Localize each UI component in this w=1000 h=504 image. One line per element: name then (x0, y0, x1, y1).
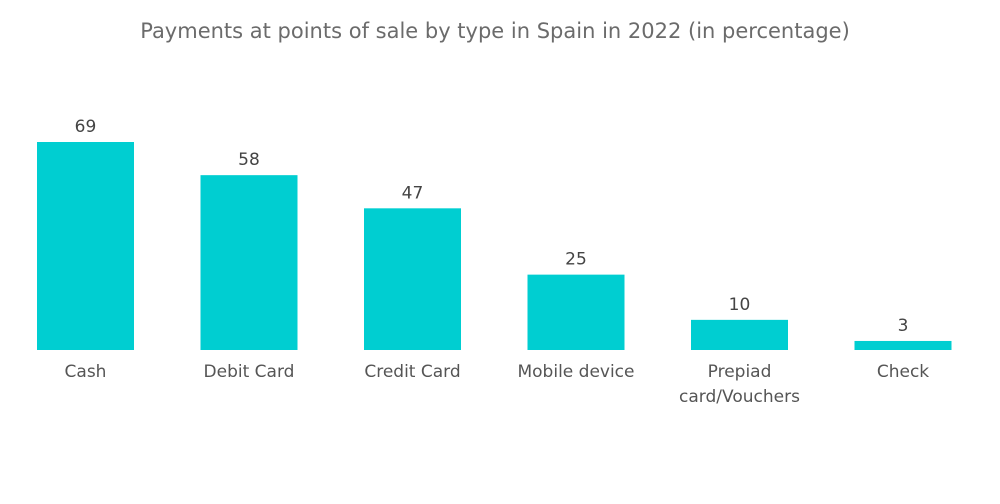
value-label: 47 (402, 183, 424, 203)
category-labels-group: Cash Debit Card Credit Card Mobile device Pr… (65, 362, 930, 407)
bar-prepiad-card-vouchers (691, 319, 788, 350)
category-label: Check (877, 362, 929, 382)
category-label-line: Prepiad (708, 362, 772, 382)
value-label: 58 (238, 150, 260, 170)
value-label: 10 (729, 295, 751, 315)
value-label: 69 (75, 117, 97, 137)
category-label: Mobile device (517, 362, 634, 382)
category-label: Credit Card (364, 362, 460, 382)
value-label: 3 (898, 316, 909, 336)
category-label-line: Mobile device (517, 362, 634, 382)
bars-group (37, 142, 952, 350)
category-label: Prepiad card/Vouchers (679, 362, 800, 407)
category-label-line: Cash (65, 362, 107, 382)
bar-mobile-device (527, 274, 625, 350)
category-label-line: Check (877, 362, 929, 382)
category-label-line: Credit Card (364, 362, 460, 382)
category-label-line: card/Vouchers (679, 387, 800, 407)
value-labels-group: 69 58 47 25 10 3 (75, 117, 909, 336)
category-label: Debit Card (204, 362, 295, 382)
chart-title: Payments at points of sale by type in Sp… (140, 19, 850, 43)
category-label: Cash (65, 362, 107, 382)
category-label-line: Debit Card (204, 362, 295, 382)
bar-check (854, 340, 952, 350)
value-label: 25 (565, 250, 587, 270)
bar-debit-card (200, 175, 298, 350)
bar-cash (37, 142, 134, 350)
bar-credit-card (364, 208, 461, 350)
